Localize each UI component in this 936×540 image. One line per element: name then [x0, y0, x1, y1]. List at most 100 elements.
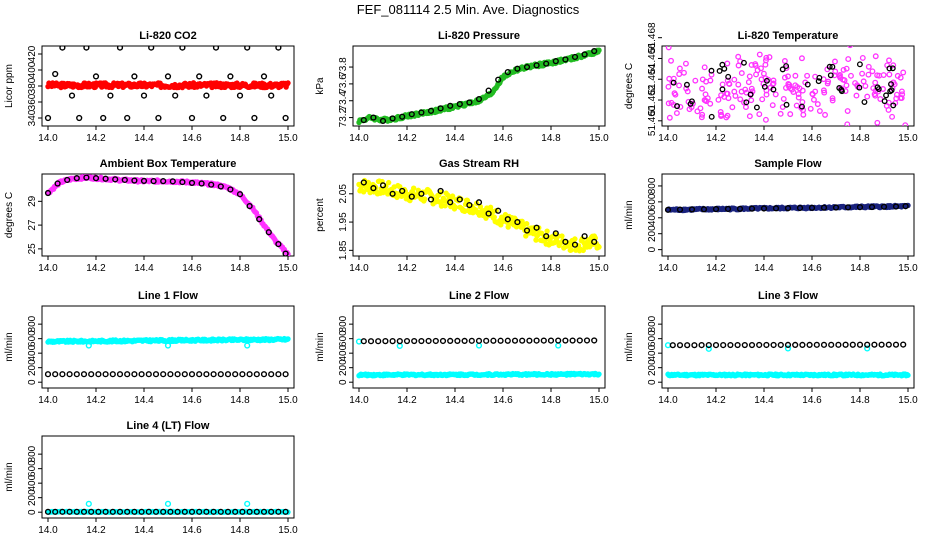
chart-title: Li-820 Temperature: [738, 30, 839, 42]
data-point: [543, 60, 550, 67]
y-tick-label: 51.460: [647, 105, 658, 136]
x-tick-label: 14.4: [134, 395, 154, 406]
data-point: [145, 371, 152, 378]
y-tick-label: 51.468: [647, 22, 658, 53]
data-point: [285, 336, 291, 342]
data-point: [152, 371, 160, 378]
data-point: [748, 85, 755, 92]
y-tick-label: 800: [27, 315, 38, 332]
data-point: [820, 204, 828, 211]
chart-title: Line 4 (LT) Flow: [127, 420, 210, 432]
data-point: [725, 73, 732, 80]
data-point: [665, 46, 672, 51]
x-tick-label: 14.4: [754, 395, 774, 406]
data-point: [804, 72, 811, 79]
data-point: [829, 63, 836, 70]
plot-frame: [41, 173, 295, 257]
data-point: [673, 110, 680, 117]
data-point: [145, 508, 152, 515]
chart-panel-8: Line 2 Flow 14.0 14.2 14.4 14.6 14.8 15.0 0 2004…: [315, 290, 609, 406]
data-point: [138, 508, 145, 515]
data-point: [160, 371, 167, 378]
data-point: [665, 83, 672, 90]
data-point: [224, 508, 232, 515]
data-point: [848, 72, 854, 79]
data-point: [847, 46, 853, 49]
data-point: [687, 100, 694, 107]
data-point: [735, 81, 742, 88]
data-point: [268, 508, 275, 515]
data-point: [174, 508, 181, 515]
chart-title: Li-820 Pressure: [438, 30, 520, 42]
chart-panel-1: Li-820 CO2 14.0 14.2 14.4 14.6 14.8 15.0 340360…: [4, 30, 298, 144]
data-point: [880, 203, 888, 210]
data-point: [95, 508, 102, 515]
data-point: [389, 115, 396, 122]
series-fill: [45, 80, 291, 91]
data-point: [80, 371, 88, 378]
data-point: [360, 117, 367, 124]
data-point: [708, 67, 715, 74]
data-point: [92, 73, 100, 80]
data-point: [239, 371, 246, 378]
data-point: [794, 83, 801, 90]
data-point: [763, 77, 770, 84]
data-point: [483, 337, 490, 344]
x-tick-label: 15.0: [589, 395, 609, 406]
data-point: [456, 101, 463, 108]
data-point: [666, 114, 673, 121]
data-point: [816, 74, 823, 81]
data-point: [540, 337, 547, 344]
data-point: [893, 95, 900, 102]
data-point: [792, 341, 799, 348]
x-tick-label: 14.2: [397, 395, 417, 406]
data-point: [160, 178, 167, 185]
data-point: [843, 82, 850, 89]
data-point: [889, 113, 896, 120]
series-fill: [356, 47, 602, 126]
data-point: [196, 73, 203, 80]
data-point: [275, 371, 282, 378]
data-point: [844, 204, 852, 211]
data-point: [902, 122, 909, 126]
data-point: [85, 342, 92, 349]
x-tick-label: 14.8: [541, 395, 561, 406]
data-point: [596, 47, 602, 53]
data-point: [449, 193, 456, 199]
data-point: [724, 60, 731, 67]
data-point: [719, 86, 726, 93]
data-point: [224, 371, 232, 378]
data-point: [152, 508, 160, 515]
data-point: [95, 371, 102, 378]
data-point: [718, 92, 725, 99]
data-point: [397, 183, 403, 190]
chart-title: Line 1 Flow: [138, 290, 198, 302]
data-point: [704, 95, 711, 102]
data-point: [360, 189, 367, 195]
y-axis-label: kPa: [315, 77, 326, 95]
data-point: [555, 337, 562, 344]
data-point: [285, 80, 291, 86]
data-point: [763, 341, 770, 349]
y-tick-label: 29: [27, 195, 38, 207]
y-tick-label: 400: [27, 61, 38, 78]
data-point: [571, 53, 579, 61]
data-point: [217, 371, 224, 378]
data-point: [664, 206, 672, 213]
data-point: [519, 337, 526, 344]
x-tick-label: 14.4: [134, 133, 154, 144]
data-point: [408, 111, 415, 118]
data-point: [514, 218, 521, 226]
y-tick-label: 600: [27, 460, 38, 477]
data-point: [664, 342, 672, 349]
data-point: [849, 341, 856, 348]
y-axis-label: Licor ppm: [4, 64, 15, 108]
data-point: [562, 238, 569, 245]
data-point: [355, 338, 363, 345]
x-tick-label: 14.4: [445, 395, 465, 406]
data-point: [138, 371, 145, 378]
data-point: [382, 338, 389, 345]
data-point: [220, 114, 227, 122]
data-point: [669, 342, 676, 349]
